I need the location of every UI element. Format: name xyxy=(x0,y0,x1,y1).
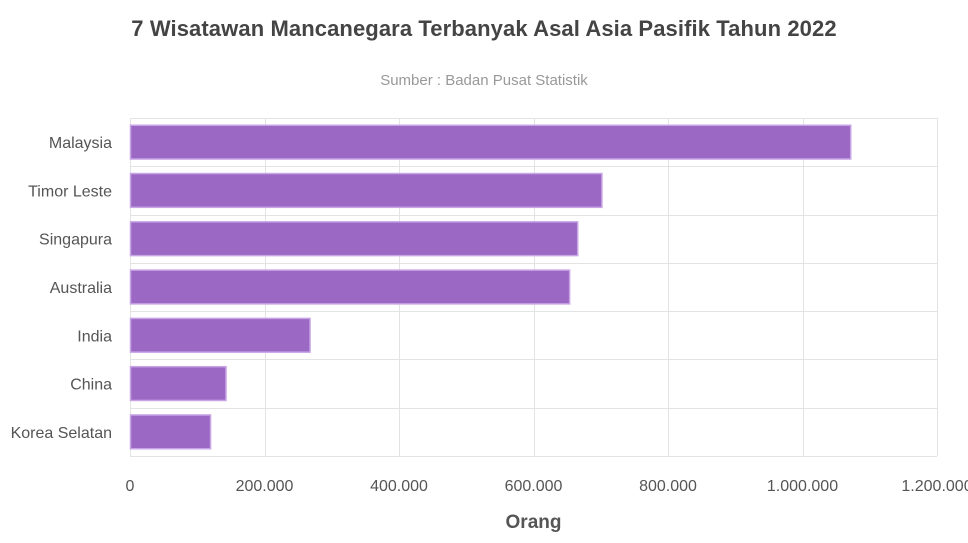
y-axis-labels: Malaysia Timor Leste Singapura Australia Ind… xyxy=(11,135,113,442)
y-tick-label: Korea Selatan xyxy=(11,425,112,442)
x-tick-label: 600.000 xyxy=(505,478,563,495)
bar-singapura[interactable] xyxy=(129,221,579,257)
y-tick-label: China xyxy=(70,377,112,394)
chart-subtitle: Sumber : Badan Pusat Statistik xyxy=(380,72,588,89)
x-tick-label: 800.000 xyxy=(639,478,697,495)
x-tick-label: 200.000 xyxy=(236,478,294,495)
bars xyxy=(129,124,852,450)
x-axis-title: Orang xyxy=(506,512,562,533)
bar-malaysia[interactable] xyxy=(129,124,852,160)
bar-australia[interactable] xyxy=(129,269,571,305)
bar-china[interactable] xyxy=(129,365,227,402)
y-tick-label: Malaysia xyxy=(49,135,112,152)
x-tick-label: 1.000.000 xyxy=(767,478,838,495)
bar-india[interactable] xyxy=(129,317,311,353)
y-tick-label: Singapura xyxy=(39,232,112,249)
x-tick-label: 1.200.000 xyxy=(901,478,968,495)
y-tick-label: Australia xyxy=(50,280,112,297)
x-axis-labels: 0 200.000 400.000 600.000 800.000 1.000.000 1.… xyxy=(126,478,968,495)
x-tick-label: 400.000 xyxy=(370,478,428,495)
chart-title: 7 Wisatawan Mancanegara Terbanyak Asal A… xyxy=(131,16,837,41)
y-tick-label: Timor Leste xyxy=(28,183,112,200)
x-tick-label: 0 xyxy=(126,478,135,495)
bar-timor-leste[interactable] xyxy=(129,172,603,209)
bar-korea-selatan[interactable] xyxy=(129,414,212,450)
y-tick-label: India xyxy=(77,328,112,345)
